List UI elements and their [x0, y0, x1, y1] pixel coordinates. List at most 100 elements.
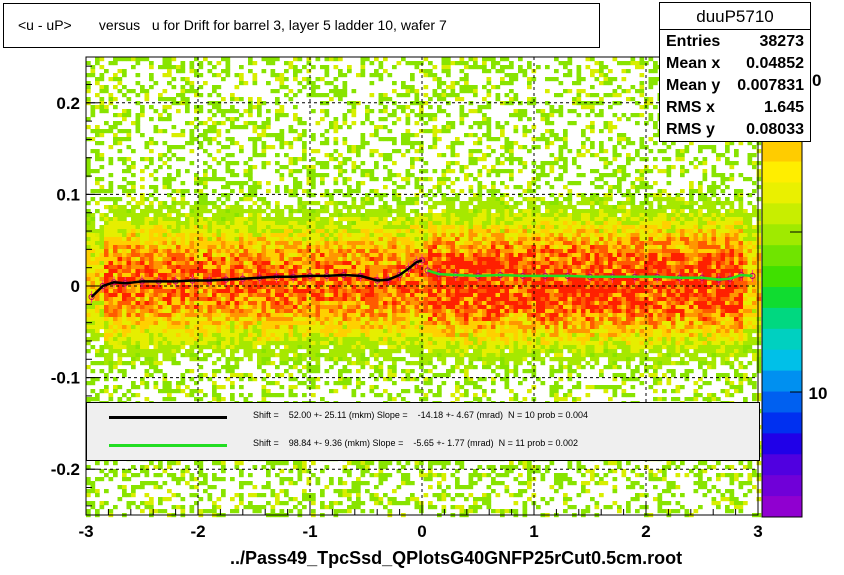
heatmap-cell	[104, 489, 109, 494]
heatmap-cell	[338, 337, 343, 342]
heatmap-cell	[90, 253, 96, 258]
heatmap-cell	[338, 169, 343, 174]
heatmap-cell	[248, 61, 253, 66]
heatmap-cell	[162, 257, 168, 262]
heatmap-cell	[117, 81, 123, 86]
heatmap-cell	[261, 285, 267, 290]
heatmap-cell	[356, 497, 361, 502]
heatmap-cell	[108, 361, 114, 366]
heatmap-cell	[248, 213, 253, 218]
heatmap-cell	[185, 289, 190, 294]
heatmap-cell	[369, 365, 375, 370]
heatmap-cell	[176, 301, 181, 306]
heatmap-cell	[320, 337, 325, 342]
heatmap-cell	[216, 293, 222, 298]
heatmap-cell	[315, 257, 321, 262]
heatmap-cell	[324, 485, 330, 490]
heatmap-cell	[122, 489, 127, 494]
heatmap-cell	[252, 509, 258, 514]
heatmap-cell	[257, 185, 262, 190]
heatmap-cell	[234, 313, 240, 318]
heatmap-cell	[162, 245, 168, 250]
heatmap-cell	[387, 205, 393, 210]
heatmap-cell	[144, 357, 150, 362]
heatmap-cell	[153, 281, 159, 286]
heatmap-cell	[365, 197, 370, 202]
heatmap-cell	[383, 229, 388, 234]
heatmap-cell	[198, 225, 204, 230]
heatmap-cell	[311, 305, 316, 310]
heatmap-cell	[419, 345, 424, 350]
heatmap-cell	[185, 277, 190, 282]
heatmap-cell	[149, 273, 154, 278]
heatmap-cell	[338, 229, 343, 234]
heatmap-cell	[405, 293, 411, 298]
heatmap-cell	[396, 201, 402, 206]
heatmap-cell	[167, 305, 172, 310]
heatmap-cell	[158, 93, 163, 98]
heatmap-cell	[135, 385, 141, 390]
heatmap-cell	[225, 145, 231, 150]
heatmap-cell	[338, 305, 343, 310]
heatmap-cell	[153, 109, 159, 114]
heatmap-cell	[347, 337, 352, 342]
heatmap-cell	[383, 125, 388, 130]
heatmap-cell	[414, 341, 420, 346]
heatmap-cell	[248, 333, 253, 338]
heatmap-cell	[351, 489, 357, 494]
heatmap-cell	[329, 249, 334, 254]
heatmap-cell	[414, 345, 420, 350]
heatmap-cell	[315, 377, 321, 382]
heatmap-cell	[198, 85, 204, 90]
heatmap-cell	[419, 297, 424, 302]
heatmap-cell	[360, 281, 366, 286]
heatmap-cell	[351, 325, 357, 330]
heatmap-cell	[387, 473, 393, 478]
heatmap-cell	[198, 93, 204, 98]
heatmap-cell	[297, 205, 303, 210]
heatmap-cell	[104, 249, 109, 254]
heatmap-cell	[405, 257, 411, 262]
heatmap-cell	[414, 185, 420, 190]
heatmap-cell	[180, 381, 186, 386]
heatmap-cell	[86, 241, 91, 246]
heatmap-cell	[252, 233, 258, 238]
heatmap-cell	[342, 493, 348, 498]
heatmap-cell	[95, 297, 100, 302]
heatmap-cell	[333, 77, 339, 82]
heatmap-cell	[230, 205, 235, 210]
heatmap-cell	[180, 301, 186, 306]
heatmap-cell	[194, 237, 199, 242]
heatmap-cell	[162, 229, 168, 234]
heatmap-cell	[95, 257, 100, 262]
heatmap-cell	[225, 65, 231, 70]
heatmap-cell	[243, 305, 249, 310]
heatmap-cell	[324, 173, 330, 178]
heatmap-cell	[302, 281, 307, 286]
heatmap-cell	[419, 105, 424, 110]
heatmap-cell	[167, 97, 172, 102]
heatmap-cell	[162, 497, 168, 502]
heatmap-cell	[329, 89, 334, 94]
heatmap-cell	[171, 189, 177, 194]
heatmap-cell	[351, 217, 357, 222]
heatmap-cell	[383, 165, 388, 170]
heatmap-cell	[374, 133, 379, 138]
heatmap-cell	[194, 177, 199, 182]
heatmap-cell	[131, 365, 136, 370]
heatmap-cell	[275, 117, 280, 122]
heatmap-cell	[284, 245, 289, 250]
heatmap-cell	[351, 233, 357, 238]
heatmap-cell	[234, 361, 240, 366]
heatmap-cell	[140, 185, 145, 190]
heatmap-cell	[306, 301, 312, 306]
heatmap-cell	[104, 89, 109, 94]
heatmap-cell	[378, 73, 384, 78]
heatmap-cell	[419, 189, 424, 194]
heatmap-cell	[180, 133, 186, 138]
heatmap-cell	[126, 337, 132, 342]
heatmap-cell	[104, 281, 109, 286]
heatmap-cell	[365, 117, 370, 122]
heatmap-cell	[95, 489, 100, 494]
heatmap-cell	[189, 349, 195, 354]
